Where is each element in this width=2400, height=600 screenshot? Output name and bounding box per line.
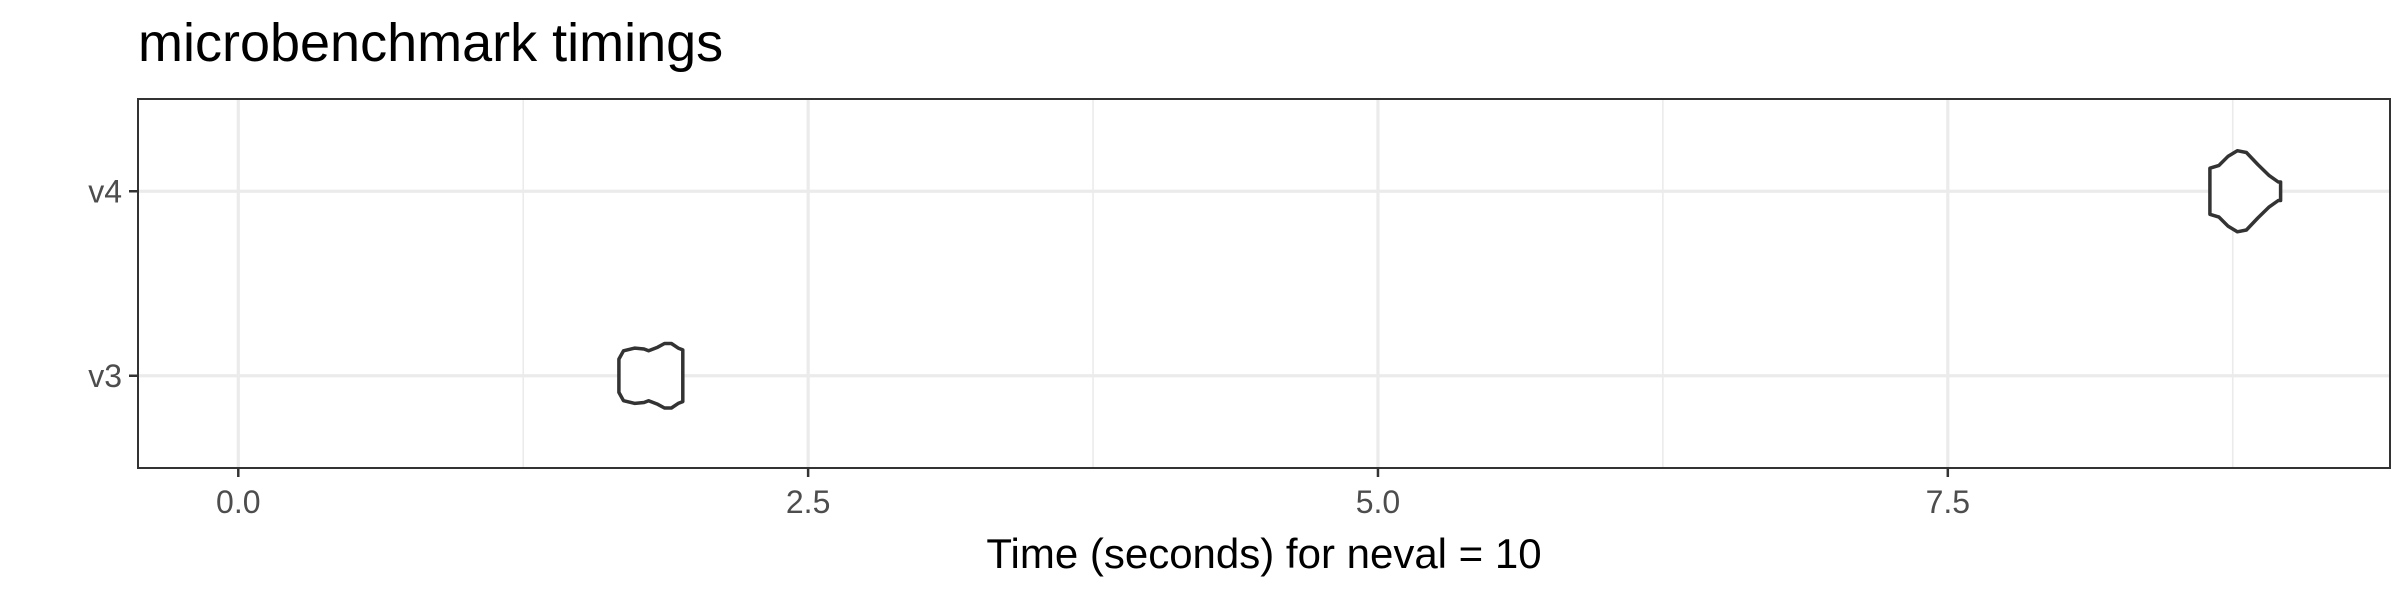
plot-panel [137, 98, 2391, 469]
x-tick-label: 7.5 [1926, 484, 1970, 520]
violins [617, 148, 2283, 410]
x-tick-label: 0.0 [216, 484, 260, 520]
x-axis: 0.0 2.5 5.0 7.5 [216, 468, 1970, 520]
x-tick-label: 2.5 [786, 484, 830, 520]
x-axis-title: Time (seconds) for neval = 10 [986, 530, 1541, 577]
gridlines [138, 99, 2390, 468]
y-tick-label: v3 [88, 358, 122, 394]
chart-title: microbenchmark timings [138, 13, 723, 73]
y-axis: v3 v4 [88, 173, 138, 394]
violin-v3 [617, 341, 685, 410]
y-tick-label: v4 [88, 173, 122, 209]
x-tick-label: 5.0 [1356, 484, 1400, 520]
violin-v4 [2208, 148, 2283, 234]
